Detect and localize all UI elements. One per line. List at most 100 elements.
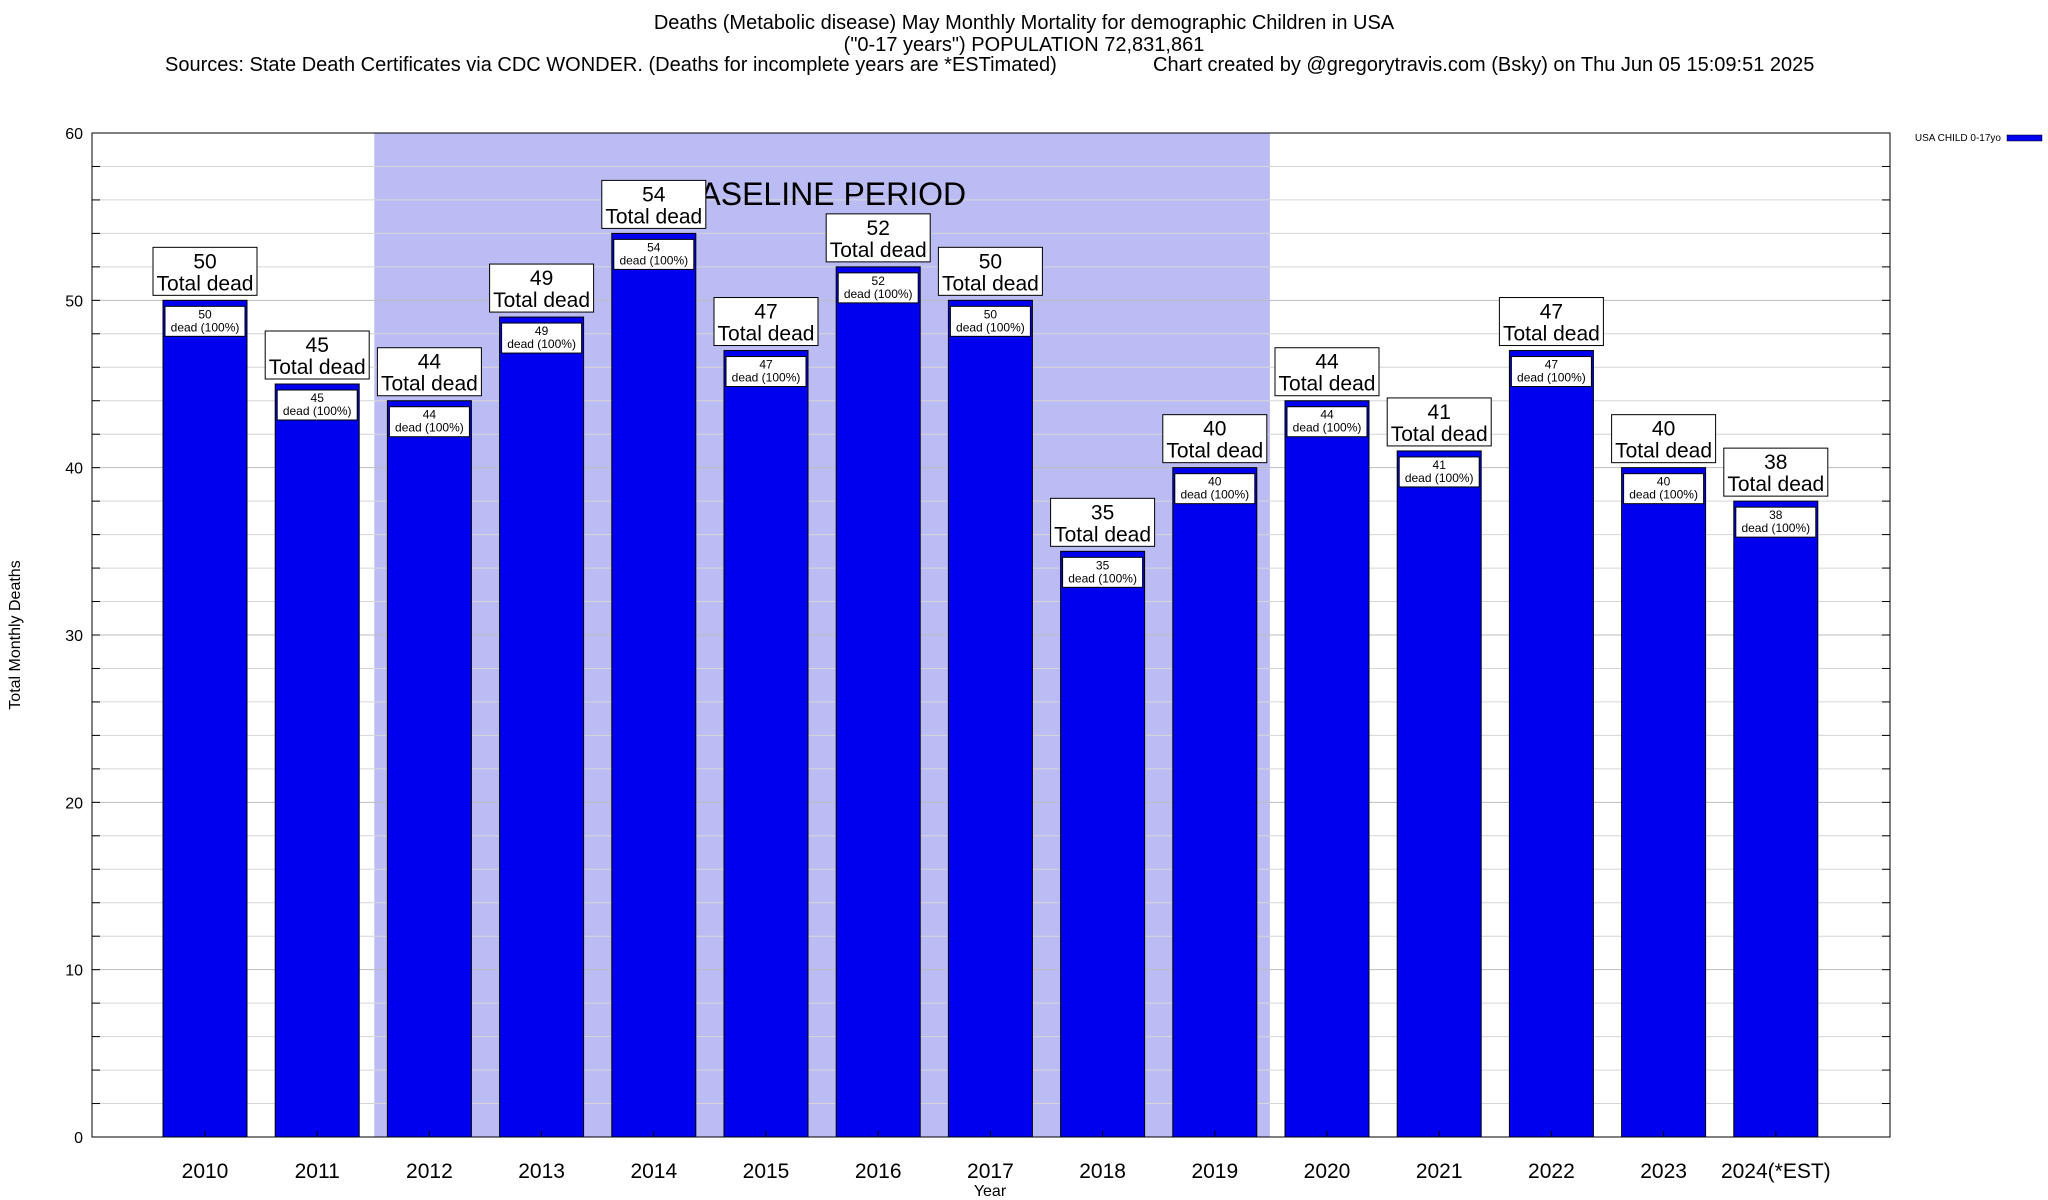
total-dead-label: Total dead bbox=[605, 205, 702, 228]
total-value-label: 35 bbox=[1091, 501, 1114, 524]
inner-dead-label: dead (100%) bbox=[1405, 471, 1474, 485]
y-tick-label: 60 bbox=[65, 126, 83, 143]
total-label-box bbox=[152, 246, 258, 296]
total-value-label: 38 bbox=[1764, 451, 1787, 474]
x-tick-label: 2013 bbox=[518, 1160, 565, 1183]
inner-value-label: 35 bbox=[1096, 558, 1110, 572]
inner-dead-label: dead (100%) bbox=[507, 337, 576, 351]
total-dead-label: Total dead bbox=[1279, 373, 1376, 396]
total-dead-label: Total dead bbox=[1166, 440, 1263, 463]
total-label-box bbox=[489, 263, 595, 313]
total-value-label: 54 bbox=[642, 183, 666, 206]
total-value-label: 41 bbox=[1428, 401, 1451, 424]
total-dead-label: Total dead bbox=[1615, 440, 1712, 463]
total-dead-label: Total dead bbox=[718, 323, 815, 346]
inner-value-label: 54 bbox=[647, 240, 661, 254]
total-value-label: 50 bbox=[979, 250, 1002, 273]
inner-dead-label: dead (100%) bbox=[283, 404, 352, 418]
x-tick-label: 2019 bbox=[1191, 1160, 1238, 1183]
x-tick-label: 2011 bbox=[295, 1160, 340, 1183]
inner-label-box bbox=[1174, 473, 1256, 505]
total-label-box bbox=[1050, 497, 1156, 547]
inner-dead-label: dead (100%) bbox=[732, 371, 801, 385]
legend-label: USA CHILD 0-17yo bbox=[1915, 133, 2002, 144]
inner-value-label: 47 bbox=[759, 358, 773, 372]
y-tick-label: 20 bbox=[65, 795, 83, 812]
total-dead-label: Total dead bbox=[1054, 523, 1151, 546]
x-tick-label: 2010 bbox=[182, 1160, 229, 1183]
inner-label-box bbox=[725, 356, 807, 388]
inner-label-box bbox=[1062, 556, 1144, 588]
total-label-box bbox=[937, 246, 1043, 296]
inner-label-box bbox=[388, 406, 470, 438]
inner-value-label: 40 bbox=[1208, 475, 1222, 489]
inner-label-box bbox=[949, 305, 1031, 337]
y-tick-label: 40 bbox=[65, 461, 83, 478]
total-label-box bbox=[1498, 297, 1604, 347]
total-dead-label: Total dead bbox=[830, 239, 927, 262]
sources-text: Sources: State Death Certificates via CD… bbox=[165, 54, 1057, 76]
total-value-label: 47 bbox=[1540, 301, 1563, 324]
credit-text: Chart created by @gregorytravis.com (Bsk… bbox=[1153, 54, 1815, 76]
y-tick-label: 50 bbox=[65, 293, 83, 310]
bar bbox=[835, 266, 921, 1138]
y-tick-label: 30 bbox=[65, 628, 83, 645]
total-label-box bbox=[601, 179, 707, 229]
x-tick-label: 2016 bbox=[855, 1160, 902, 1183]
total-value-label: 50 bbox=[193, 250, 216, 273]
x-tick-label: 2023 bbox=[1640, 1160, 1687, 1183]
total-value-label: 40 bbox=[1652, 418, 1675, 441]
total-dead-label: Total dead bbox=[493, 289, 590, 312]
x-tick-label: 2015 bbox=[743, 1160, 790, 1183]
inner-label-box bbox=[164, 305, 246, 337]
x-tick-label: 2012 bbox=[406, 1160, 453, 1183]
total-value-label: 49 bbox=[530, 267, 553, 290]
total-dead-label: Total dead bbox=[269, 356, 366, 379]
total-dead-label: Total dead bbox=[1503, 323, 1600, 346]
inner-label-box bbox=[837, 272, 919, 304]
total-value-label: 44 bbox=[418, 351, 442, 374]
inner-dead-label: dead (100%) bbox=[171, 320, 240, 334]
inner-label-box bbox=[501, 322, 583, 354]
total-label-box bbox=[1611, 414, 1717, 464]
bar bbox=[611, 232, 697, 1138]
y-axis-label: Total Monthly Deaths bbox=[7, 560, 24, 709]
x-tick-label: 2017 bbox=[967, 1160, 1014, 1183]
inner-dead-label: dead (100%) bbox=[1068, 571, 1137, 585]
baseline-label: BASELINE PERIOD bbox=[678, 176, 966, 212]
total-value-label: 52 bbox=[867, 217, 890, 240]
bar bbox=[947, 299, 1033, 1138]
inner-dead-label: dead (100%) bbox=[1180, 488, 1249, 502]
inner-value-label: 44 bbox=[423, 408, 437, 422]
inner-value-label: 52 bbox=[872, 274, 886, 288]
total-label-box bbox=[713, 297, 819, 347]
total-label-box bbox=[376, 347, 482, 397]
inner-value-label: 47 bbox=[1545, 358, 1559, 372]
x-tick-label: 2021 bbox=[1416, 1160, 1463, 1183]
total-label-box bbox=[1723, 447, 1829, 497]
x-tick-label: 2020 bbox=[1304, 1160, 1351, 1183]
inner-value-label: 44 bbox=[1320, 408, 1334, 422]
inner-label-box bbox=[613, 238, 695, 270]
total-label-box bbox=[1162, 414, 1268, 464]
inner-dead-label: dead (100%) bbox=[395, 421, 464, 435]
inner-dead-label: dead (100%) bbox=[1293, 421, 1362, 435]
total-dead-label: Total dead bbox=[157, 272, 254, 295]
total-label-box bbox=[264, 330, 370, 380]
inner-label-box bbox=[1623, 473, 1705, 505]
population-line: ("0-17 years") POPULATION 72,831,861 bbox=[843, 34, 1205, 56]
bar bbox=[1284, 400, 1370, 1138]
bar bbox=[1060, 550, 1146, 1138]
inner-value-label: 45 bbox=[311, 391, 325, 405]
total-label-box bbox=[1386, 397, 1492, 447]
bar bbox=[1396, 450, 1482, 1138]
total-dead-label: Total dead bbox=[381, 373, 478, 396]
inner-dead-label: dead (100%) bbox=[844, 287, 913, 301]
x-tick-label: 2014 bbox=[630, 1160, 677, 1183]
bar bbox=[162, 299, 248, 1138]
total-value-label: 47 bbox=[754, 301, 777, 324]
total-dead-label: Total dead bbox=[942, 272, 1039, 295]
total-value-label: 44 bbox=[1315, 351, 1339, 374]
x-tick-label: 2022 bbox=[1528, 1160, 1575, 1183]
